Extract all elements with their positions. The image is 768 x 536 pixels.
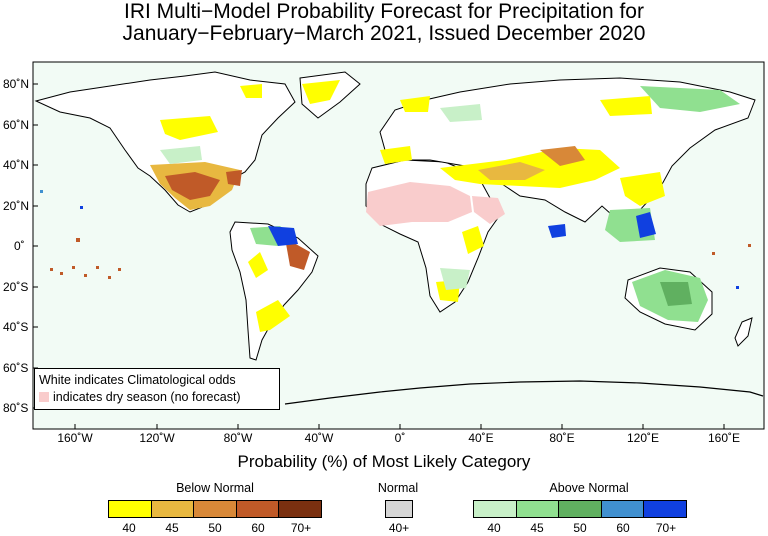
- below-normal-florida: [226, 170, 242, 186]
- below-tick-70: 70+: [290, 521, 312, 535]
- normal-label: Normal: [377, 481, 419, 495]
- above-normal-40-swatch: [474, 501, 517, 517]
- below-normal-alaska: [240, 84, 262, 98]
- above-normal-colombia: [268, 226, 298, 246]
- below-normal-mexico-core: [165, 172, 220, 200]
- dry-season-arabia: [472, 196, 505, 224]
- below-tick-50: 50: [208, 521, 222, 535]
- lat-label-20s: 20˚S: [3, 280, 29, 294]
- above-normal-70-swatch: [644, 501, 686, 517]
- below-tick-45: 45: [165, 521, 179, 535]
- climatology-note: White indicates Climatological odds: [39, 373, 236, 387]
- dry-season-note-text: indicates dry season (no forecast): [53, 390, 241, 404]
- below-normal-china: [620, 172, 665, 206]
- above-normal-arctic-russia: [640, 86, 740, 112]
- new-zealand: [734, 317, 753, 347]
- below-normal-40-swatch: [109, 501, 152, 517]
- above-normal-philippines: [636, 212, 656, 238]
- above-normal-australia-core: [660, 282, 692, 306]
- above-normal-60-swatch: [601, 501, 645, 517]
- below-normal-brazil: [285, 238, 310, 270]
- lat-label-80s: 80˚S: [3, 401, 29, 415]
- above-normal-label: Above Normal: [549, 481, 629, 495]
- lon-label-120e: 120˚E: [626, 431, 660, 445]
- below-normal-scandinavia: [400, 96, 430, 112]
- below-normal-central-asia: [540, 146, 585, 166]
- lon-label-40w: 40˚W: [304, 431, 334, 445]
- below-normal-east-africa: [462, 226, 484, 254]
- map-notes-box: White indicates Climatological odds indi…: [34, 368, 280, 410]
- axis-ticks: [33, 83, 725, 429]
- lat-label-80n: 80˚N: [3, 77, 30, 91]
- above-tick-45: 45: [530, 521, 544, 535]
- above-normal-south-africa: [440, 268, 470, 290]
- above-tick-60: 60: [616, 521, 630, 535]
- below-normal-mideast-core: [478, 162, 545, 180]
- above-normal-colorbar: [473, 500, 687, 518]
- map-title-line2: January−February−March 2021, Issued Dece…: [122, 22, 646, 45]
- below-normal-50-swatch: [194, 501, 237, 517]
- dry-season-swatch: [39, 392, 49, 402]
- below-normal-patagonia: [256, 300, 290, 332]
- below-normal-colorbar: [108, 500, 322, 518]
- below-tick-60: 60: [251, 521, 265, 535]
- above-normal-50-swatch: [559, 501, 602, 517]
- lat-label-60s: 60˚S: [3, 361, 29, 375]
- antarctica-coast: [284, 380, 764, 405]
- above-tick-50: 50: [573, 521, 587, 535]
- lon-label-40e: 40˚E: [468, 431, 494, 445]
- above-tick-40: 40: [487, 521, 501, 535]
- below-normal-greenland: [302, 80, 340, 104]
- map-title-line1: IRI Multi−Model Probability Forecast for…: [124, 0, 644, 23]
- pacific-island-marks: [40, 190, 751, 289]
- lat-label-40s: 40˚S: [3, 320, 29, 334]
- below-normal-mediterranean: [380, 146, 412, 164]
- lon-label-80e: 80˚E: [549, 431, 575, 445]
- below-normal-siberia: [600, 96, 652, 116]
- lon-label-0: 0˚: [394, 431, 406, 445]
- above-normal-45-swatch: [516, 501, 560, 517]
- below-tick-40: 40: [122, 521, 136, 535]
- lon-label-160w: 160˚W: [57, 431, 93, 445]
- lat-label-40n: 40˚N: [3, 158, 30, 172]
- below-normal-70-swatch: [279, 501, 321, 517]
- above-tick-70: 70+: [655, 521, 677, 535]
- above-normal-us-north: [160, 146, 202, 164]
- below-normal-60-swatch: [236, 501, 280, 517]
- normal-40-swatch: [386, 501, 412, 517]
- lat-label-0: 0˚: [14, 239, 25, 253]
- above-normal-europe: [440, 104, 482, 122]
- lon-label-160e: 160˚E: [707, 431, 741, 445]
- dry-season-sahara: [366, 182, 472, 226]
- lat-label-60n: 60˚N: [3, 118, 30, 132]
- below-normal-45-swatch: [151, 501, 195, 517]
- lat-label-20n: 20˚N: [3, 199, 30, 213]
- below-normal-andes: [248, 252, 268, 278]
- normal-colorbar: [385, 500, 413, 518]
- lon-label-120w: 120˚W: [139, 431, 175, 445]
- below-normal-canada: [160, 116, 218, 140]
- colorbar-title: Probability (%) of Most Likely Category: [237, 452, 531, 471]
- lon-label-80w: 80˚W: [223, 431, 253, 445]
- above-normal-india-ocean: [548, 224, 566, 238]
- dry-season-note: indicates dry season (no forecast): [39, 390, 241, 404]
- below-normal-label: Below Normal: [176, 481, 254, 495]
- normal-tick-40: 40+: [388, 521, 410, 535]
